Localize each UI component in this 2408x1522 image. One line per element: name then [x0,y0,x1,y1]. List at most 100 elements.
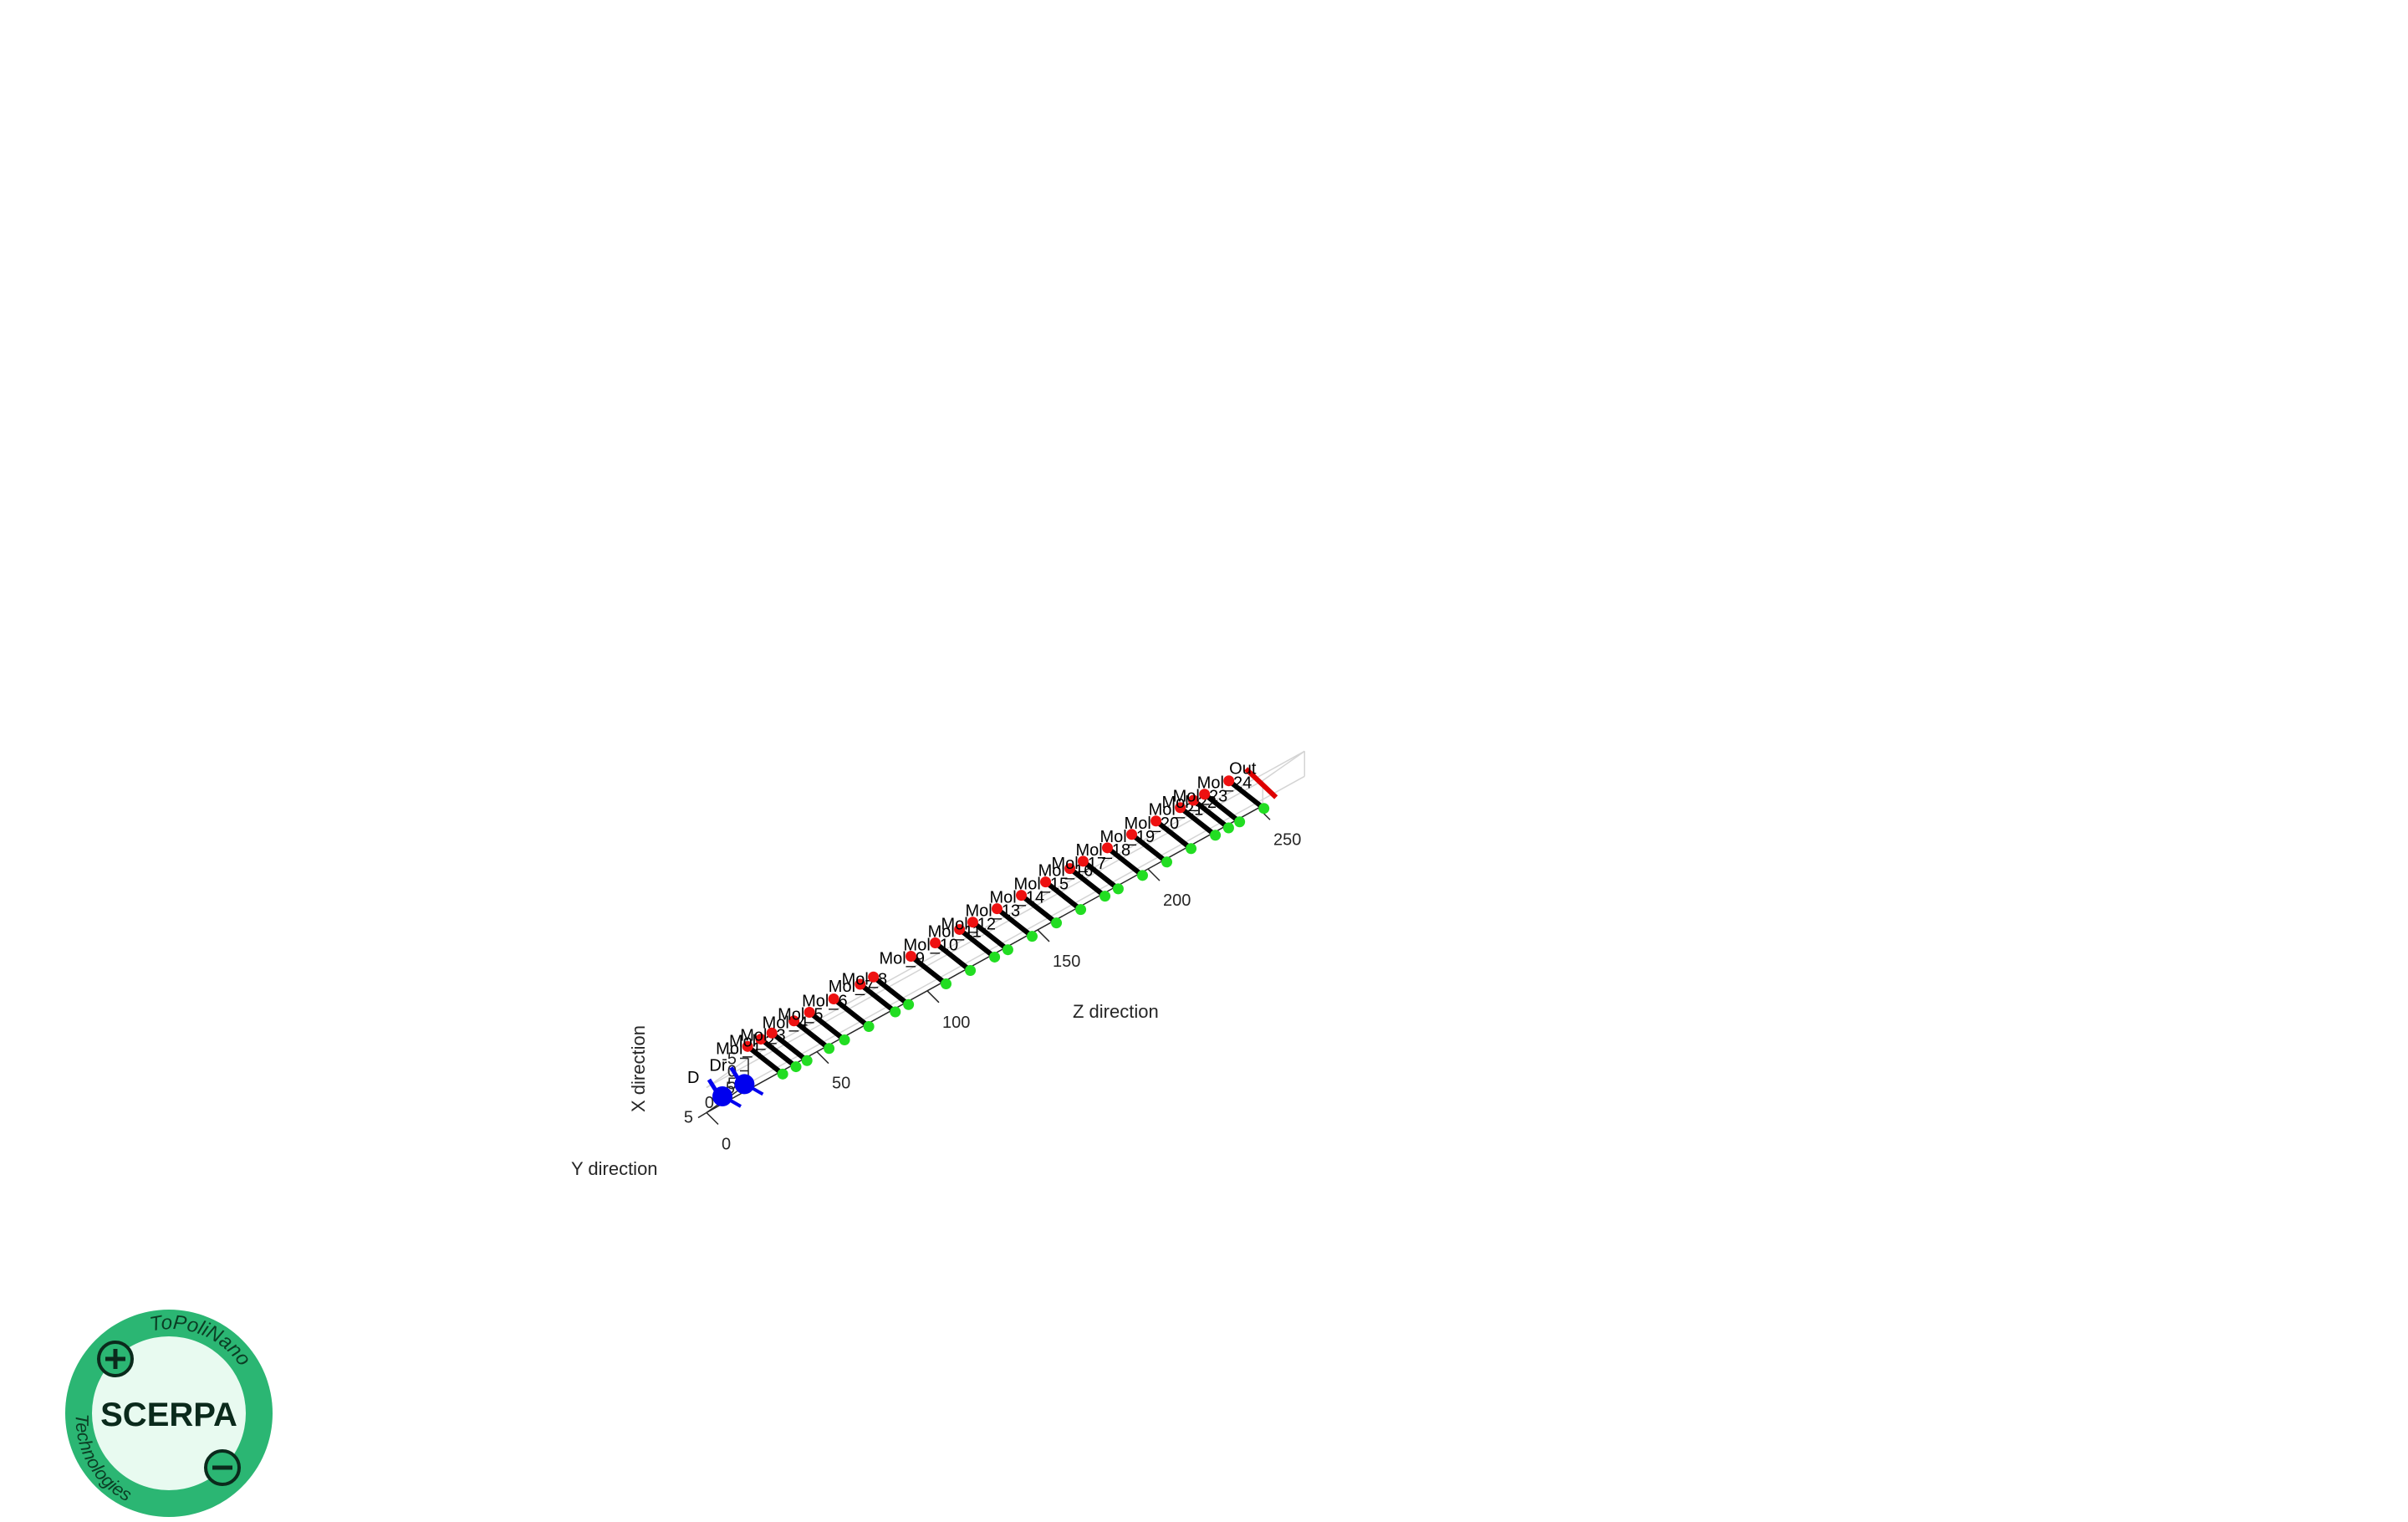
negative-charge-dot [1222,822,1234,834]
molecule-label: Mol_3 [740,1026,785,1044]
molecule-label: Mol_2 [729,1033,774,1051]
positive-charge-dot [991,903,1002,915]
positive-charge-dot [1199,789,1211,800]
positive-charge-dot [1187,794,1199,806]
positive-charge-dot [1101,842,1113,854]
molecule-label: Mol_9 [880,949,925,968]
molecule-label: Mol_23 [1173,788,1228,806]
molecule-body [1227,779,1266,811]
molecule-body [971,920,1010,953]
positive-charge-dot [1077,855,1089,867]
molecule-components: Mol_1Mol_2Mol_3Mol_4Mol_5Mol_6Mol_7Mol_8… [687,759,1278,1108]
z-tick-label: 150 [1053,953,1080,971]
z-tick-label: 250 [1273,830,1301,849]
positive-charge-dot [967,917,978,928]
molecule-label: Mol_1 [716,1039,761,1058]
molecule-body [995,907,1034,939]
negative-charge-dot [1051,917,1063,929]
molecule-body [1154,819,1193,851]
negative-charge-dot [903,998,915,1010]
negative-charge-dot [1258,803,1270,815]
z-tick [816,1051,829,1065]
negative-charge-dot [1186,843,1197,855]
z-tick-label: 50 [832,1075,850,1093]
molecule-label: Mol_10 [904,936,959,954]
molecule-label: Mol_24 [1197,774,1252,793]
y-tick-label: 0 [705,1094,714,1112]
molecule-label: Mol_20 [1125,815,1180,833]
minus-icon [204,1449,241,1486]
molecule-label: Mol_12 [941,916,996,934]
molecule-label: Mol_19 [1100,828,1156,846]
molecule-label: Mol_13 [965,902,1020,921]
molecule-body [957,927,997,959]
box-edge-start-top [706,1057,749,1089]
molecule-label: Mol_4 [763,1014,808,1033]
molecule-body [832,997,870,1029]
positive-charge-dot [788,1015,800,1027]
molecule-body [858,982,897,1014]
molecule-label: Mol_16 [1038,862,1094,881]
negative-charge-dot [1234,816,1246,828]
molecule-body [909,954,948,986]
molecule-label: Mol_17 [1051,855,1106,873]
z-axis-label: Z direction [1073,1001,1159,1022]
driver-dot [734,1074,755,1095]
negative-charge-dot [1002,944,1013,956]
molecule-label: Mol_5 [778,1006,823,1024]
molecule-label: Mol_14 [990,889,1045,907]
molecule-body [1191,798,1231,830]
molecule-body [1019,893,1059,926]
negative-charge-dot [790,1061,802,1073]
x-tick-label: 5 [727,1075,737,1094]
y-tick-label: 5 [684,1109,693,1127]
logo-name: SCERPA [100,1397,237,1433]
negative-charge-dot [824,1043,835,1055]
scerpa-logo: ToPoliNano Technologies SCERPA [65,1310,273,1517]
z-tick [706,1111,719,1126]
positive-charge-dot [1064,863,1076,875]
molecule-label: Mol_11 [928,922,982,941]
x-tick-label: -5 [722,1050,737,1069]
z-axis-line [706,804,1263,1114]
molecule-body [1043,880,1083,912]
molecule-body [1081,859,1120,891]
molecule-body [1105,845,1145,878]
negative-charge-dot [1161,856,1173,868]
output-body [1244,767,1278,799]
logo-inner [92,1336,246,1490]
positive-charge-dot [906,950,917,962]
positive-charge-dot [930,937,941,948]
positive-charge-dot [1150,815,1162,827]
x-axis-label: X direction [628,1025,649,1112]
negative-charge-dot [1099,891,1111,902]
negative-charge-dot [777,1068,788,1080]
molecule-body [871,974,911,1007]
negative-charge-dot [863,1020,875,1032]
z-tick-label: 200 [1163,891,1191,910]
positive-charge-dot [766,1027,778,1039]
negative-charge-dot [801,1055,813,1066]
z-tick-label: 100 [942,1014,970,1032]
molecule-body [770,1030,809,1063]
positive-charge-dot [868,971,880,983]
z-tick [1037,929,1050,942]
driver-label: Dr [709,1056,727,1075]
molecule-body [1178,805,1217,838]
molecule-body [1130,832,1169,865]
molecule-label: Mol_15 [1014,876,1069,894]
positive-charge-dot [1040,876,1052,888]
positive-charge-dot [1126,829,1138,840]
molecule-body [792,1019,831,1051]
molecule-body [759,1037,798,1069]
driver-dot [712,1086,732,1106]
negative-charge-dot [989,951,1001,963]
negative-charge-dot [1075,904,1087,916]
positive-charge-dot [828,993,839,1004]
molecule-body [933,941,972,973]
output-label: Out [1229,759,1257,778]
molecule-label: Mol_8 [842,970,887,988]
negative-charge-dot [1026,931,1038,942]
